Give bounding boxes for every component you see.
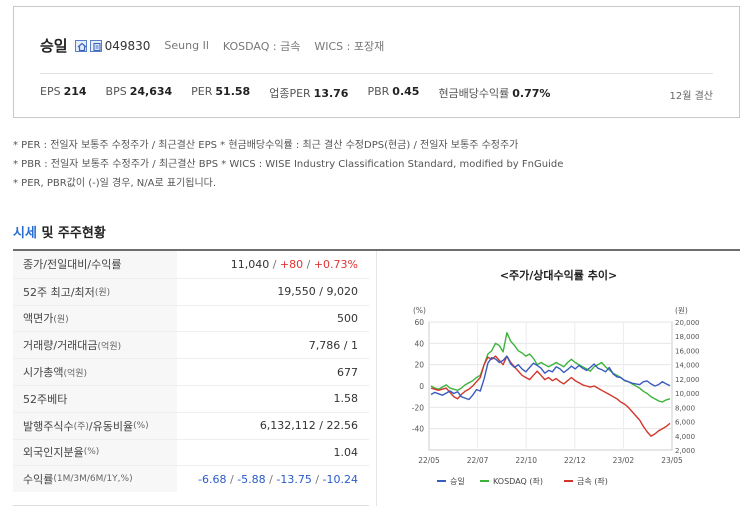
row-value: 6,132,112 / 22.56: [259, 419, 358, 433]
chart-title: <주가/상대수익률 추이>: [499, 269, 618, 282]
right-tick-label: 20,000: [675, 319, 700, 327]
table-row: 52주베타 1.58: [13, 384, 369, 412]
stat-eps: EPS 214: [40, 85, 87, 98]
row-value: 1.04: [333, 445, 359, 459]
right-tick-label: 10,000: [675, 390, 700, 398]
series-line-0: [430, 355, 671, 401]
right-tick-label: 4,000: [675, 433, 695, 441]
footnote-line: * PBR : 전일자 보통주 수정주가 / 최근결산 BPS * WICS :…: [13, 159, 564, 170]
stat-industry-per: 업종PER 13.76: [269, 87, 349, 100]
right-tick-label: 18,000: [675, 333, 700, 341]
right-axis-unit: (원): [675, 306, 688, 315]
row-value: 677: [337, 365, 358, 379]
series-line-2: [430, 355, 671, 437]
company-header: 승일 049830 Seung Il KOSDAQ : 금속 WICS : 포장…: [40, 35, 384, 56]
company-name: 승일: [40, 37, 68, 55]
table-row: 종가/전일대비/수익률 11,040 / +80 / +0.73%: [13, 251, 369, 278]
section-divider: [13, 249, 740, 251]
x-tick-label: 22/12: [564, 456, 586, 465]
row-label: 52주베타: [13, 385, 177, 412]
stat-dividend-yield: 현금배당수익률 0.77%: [438, 87, 551, 100]
right-tick-label: 16,000: [675, 347, 700, 355]
row-label: 시가총액 (억원): [13, 359, 177, 385]
x-tick-label: 23/02: [613, 456, 635, 465]
stock-code: 049830: [104, 38, 151, 53]
x-tick-label: 22/10: [515, 456, 537, 465]
table-row: 시가총액 (억원) 677: [13, 358, 369, 385]
table-row: 52주 최고/최저 (원) 19,550 / 9,020: [13, 277, 369, 305]
table-row: 액면가 (원) 500: [13, 304, 369, 332]
company-summary-box: 승일 049830 Seung Il KOSDAQ : 금속 WICS : 포장…: [13, 6, 740, 118]
left-tick-label: 60: [414, 318, 424, 327]
table-row: 외국인지분율 (%) 1.04: [13, 438, 369, 466]
x-tick-label: 22/07: [467, 456, 489, 465]
divider: [40, 73, 713, 74]
price-chart-panel: <주가/상대수익률 추이> 60 40 20 0 -20 -40 20,000 18,000 1…: [376, 251, 740, 506]
stat-bps: BPS 24,634: [105, 85, 173, 98]
wics-sector: WICS : 포장재: [314, 39, 385, 53]
right-tick-label: 12,000: [675, 376, 700, 384]
legend-label: 승일: [450, 477, 465, 486]
section-title: 시세 및 주주현황: [13, 226, 106, 241]
x-tick-label: 22/05: [418, 456, 440, 465]
right-tick-label: 6,000: [675, 419, 695, 427]
legend-label: KOSDAQ (좌): [493, 477, 543, 486]
price-return-chart: 60 40 20 0 -20 -40 20,000 18,000 16,000 14,000 12,…: [412, 306, 700, 486]
report-icon[interactable]: [89, 39, 102, 52]
left-tick-label: 40: [414, 339, 424, 348]
key-stats: EPS 214 BPS 24,634 PER 51.58 업종PER 13.76 PBR…: [40, 85, 569, 101]
left-tick-label: -20: [412, 403, 424, 412]
left-axis-unit: (%): [413, 306, 426, 315]
row-value: 19,550 / 9,020: [277, 285, 358, 299]
home-icon[interactable]: [74, 39, 87, 52]
row-value: 7,786 / 1: [308, 338, 358, 352]
row-value: -6.68 / -5.88 / -13.75 / -10.24: [198, 472, 358, 486]
market-sector: KOSDAQ : 금속: [222, 39, 301, 53]
left-tick-label: 0: [419, 382, 424, 391]
row-label: 발행주식수 (주)/유동비율 (%): [13, 412, 177, 439]
row-label: 수익률 (1M/3M/6M/1Y,%): [13, 466, 177, 493]
stat-per: PER 51.58: [191, 85, 251, 98]
table-row: 거래량/거래대금 (억원) 7,786 / 1: [13, 331, 369, 359]
market-data-table: 종가/전일대비/수익률 11,040 / +80 / +0.73% 52주 최고…: [13, 251, 369, 506]
left-tick-label: 20: [414, 361, 424, 370]
right-tick-label: 2,000: [675, 447, 695, 455]
row-value: 1.58: [333, 392, 359, 406]
footnote-line: * PER : 전일자 보통주 수정주가 / 최근결산 EPS * 현금배당수익…: [13, 140, 519, 151]
stat-pbr: PBR 0.45: [367, 85, 420, 98]
legend-label: 금속 (좌): [577, 477, 608, 486]
row-label: 52주 최고/최저 (원): [13, 278, 177, 305]
row-value: 11,040 / +80 / +0.73%: [230, 257, 358, 271]
row-value: 500: [337, 311, 358, 325]
row-label: 거래량/거래대금 (억원): [13, 332, 177, 359]
footnote-line: * PER, PBR값이 (-)일 경우, N/A로 표기됩니다.: [13, 178, 217, 189]
settlement-month: 12월 결산: [669, 91, 713, 102]
left-tick-label: -40: [412, 425, 424, 434]
right-tick-label: 8,000: [675, 404, 695, 412]
row-label: 종가/전일대비/수익률: [13, 251, 177, 278]
x-tick-label: 23/05: [661, 456, 683, 465]
footnotes: * PER : 전일자 보통주 수정주가 / 최근결산 EPS * 현금배당수익…: [13, 136, 563, 193]
right-tick-label: 14,000: [675, 362, 700, 370]
row-label: 외국인지분율 (%): [13, 439, 177, 466]
row-label: 액면가 (원): [13, 305, 177, 332]
table-row: 수익률 (1M/3M/6M/1Y,%) -6.68 / -5.88 / -13.7…: [13, 465, 369, 493]
table-row: 발행주식수 (주)/유동비율 (%) 6,132,112 / 22.56: [13, 411, 369, 439]
english-name: Seung Il: [164, 39, 209, 52]
